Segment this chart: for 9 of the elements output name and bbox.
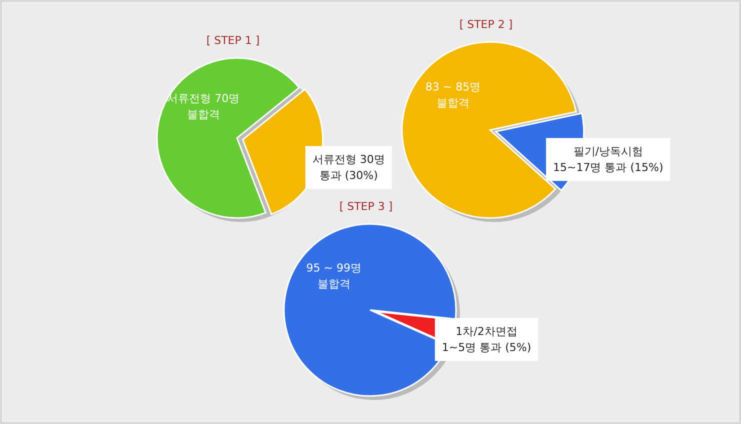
slice-label: 83 ~ 85명 불합격 [425, 80, 481, 110]
slice-label: 95 ~ 99명 불합격 [306, 261, 362, 290]
chart-title: [ STEP 3 ] [339, 200, 393, 213]
chart-title: [ STEP 1 ] [206, 34, 260, 47]
slice-label: 필기/낭독시험 15~17명 통과 (15%) [553, 145, 664, 174]
slice-label: 1차/2차면접 1~5명 통과 (5%) [442, 325, 532, 354]
slice-label: 서류전형 30명 통과 (30%) [312, 153, 385, 182]
chart-title: [ STEP 2 ] [459, 18, 513, 31]
slice-label: 서류전형 70명 불합격 [167, 92, 240, 121]
